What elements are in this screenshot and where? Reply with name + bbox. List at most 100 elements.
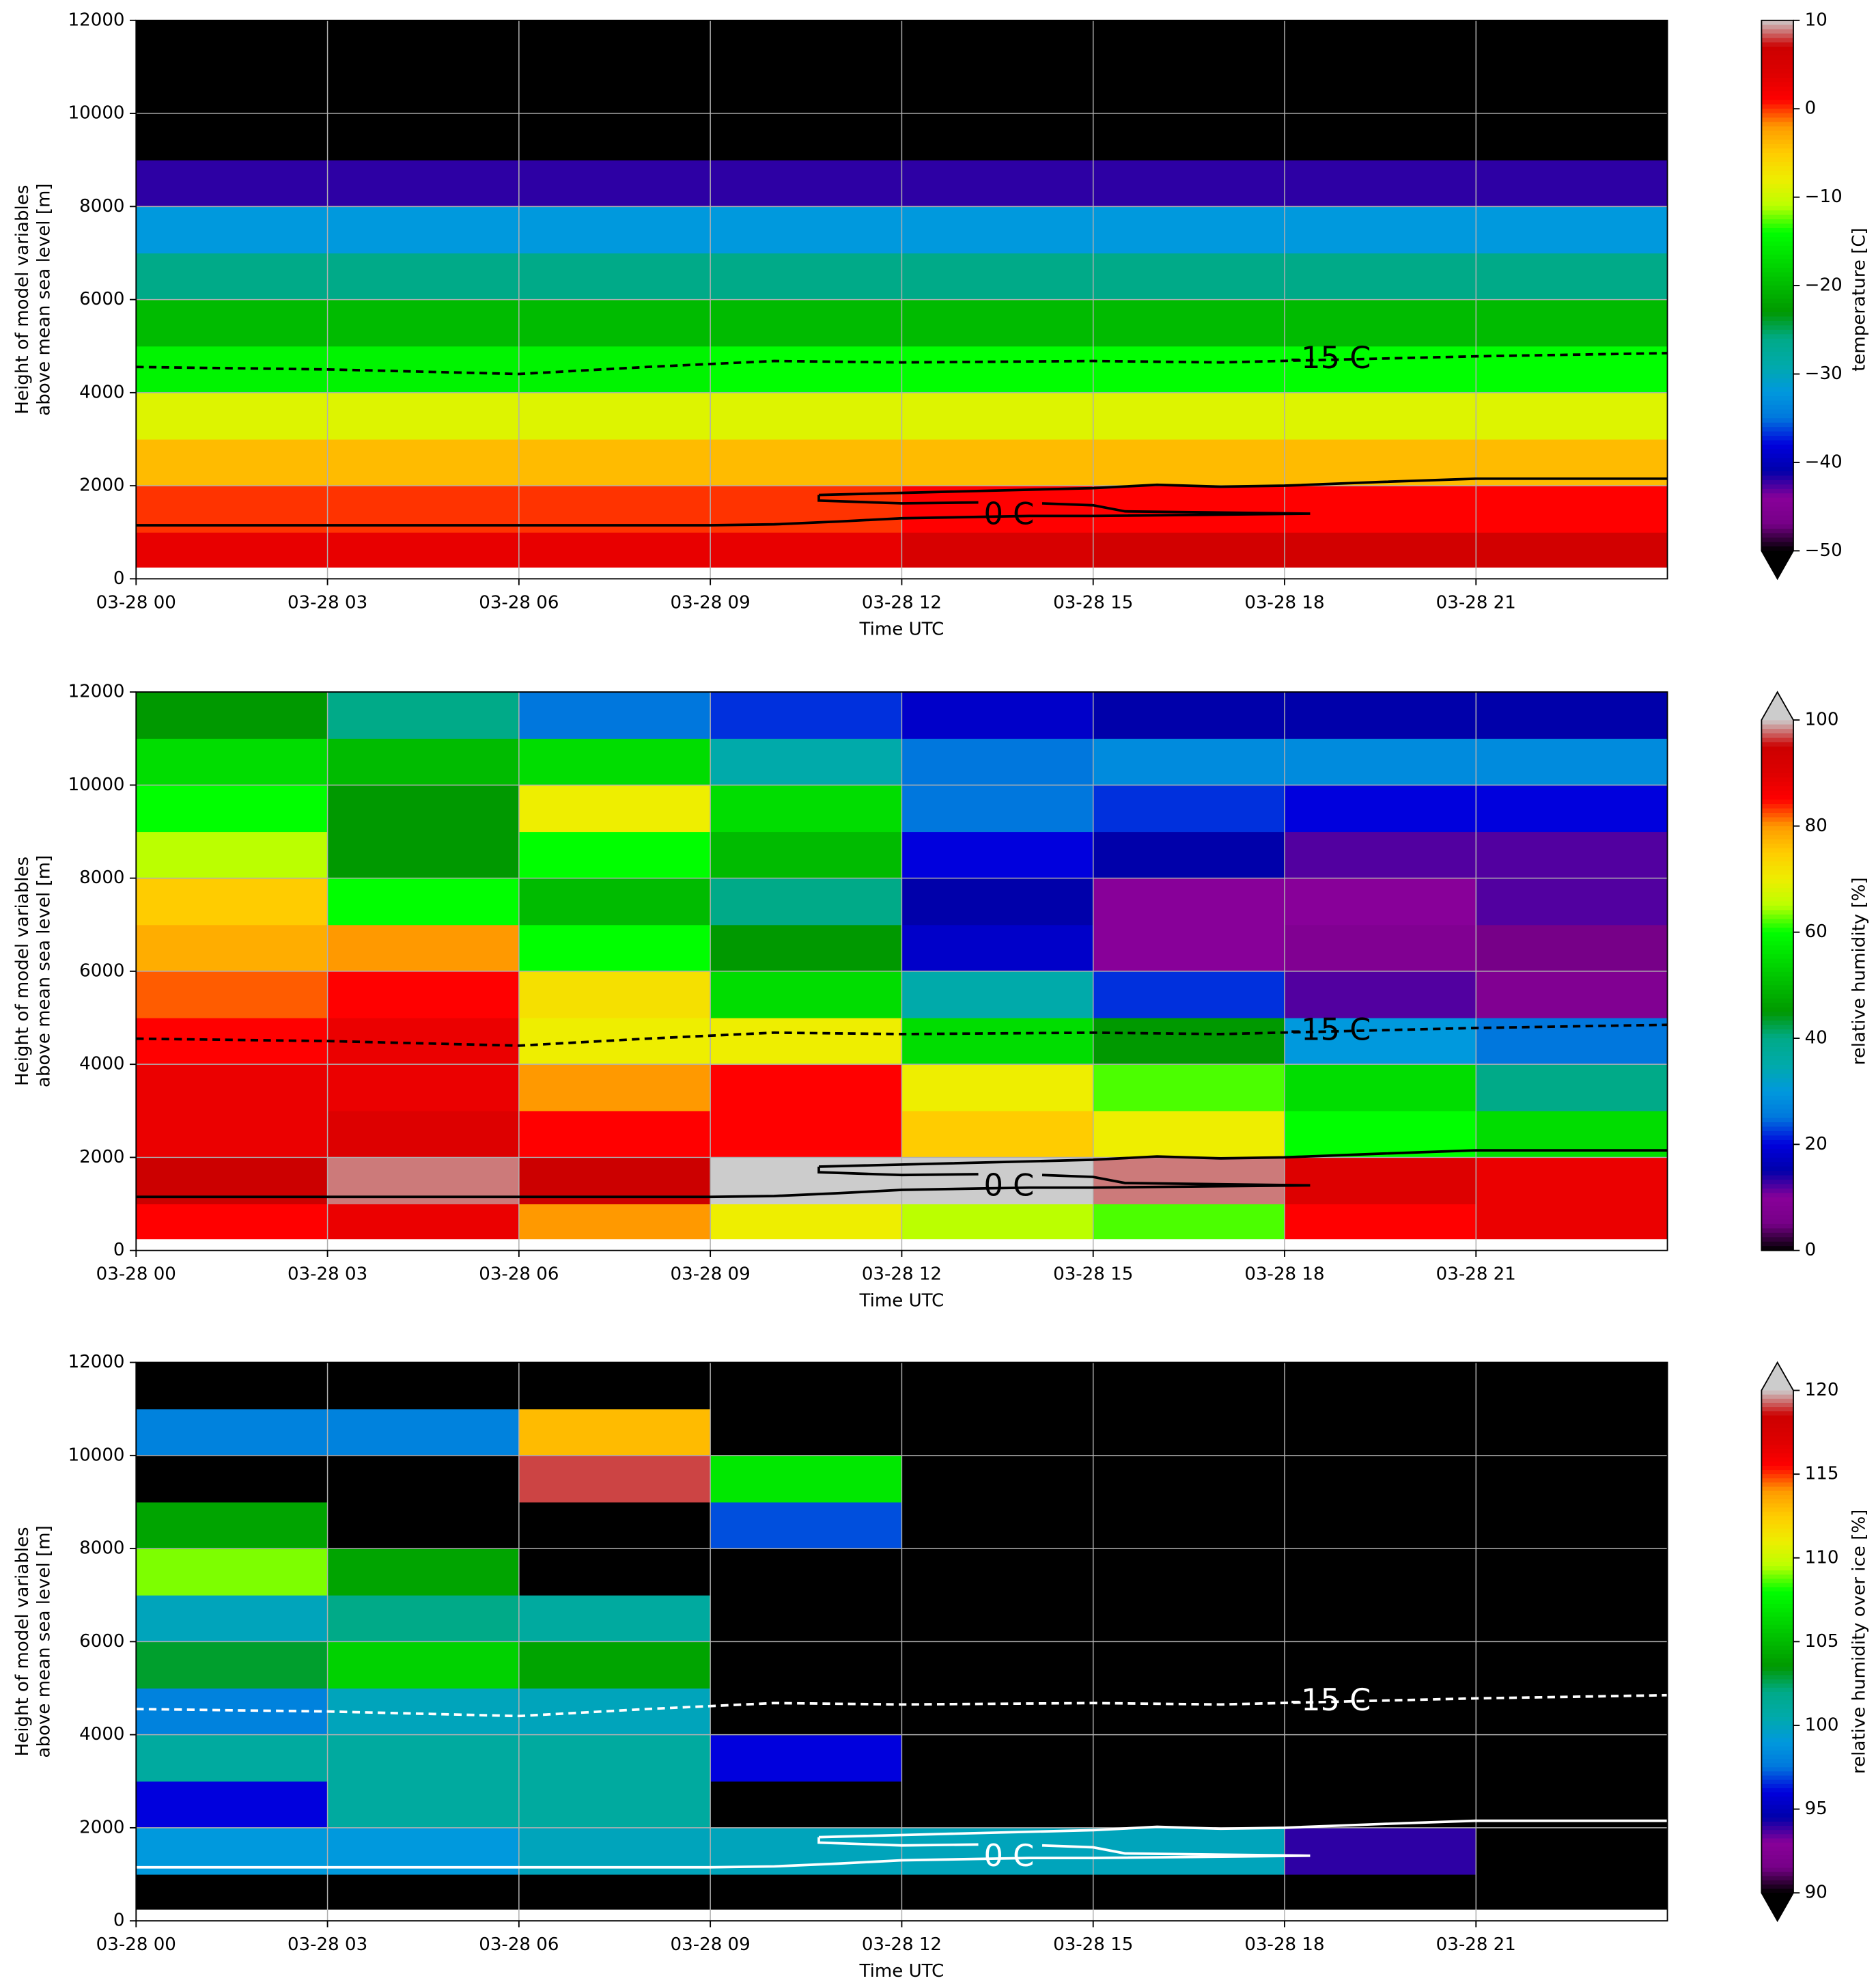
colorbar-swatch [1761,431,1793,436]
colorbar-tick-label: 100 [1805,710,1839,730]
heatmap-cell [136,1018,328,1065]
colorbar-swatch [1761,188,1793,193]
colorbar-swatch [1761,1663,1793,1667]
axes-frame [135,691,1668,1251]
heatmap-cell [901,878,1094,926]
colorbar-swatch [1761,768,1793,774]
colorbar-swatch [1761,821,1793,827]
heatmap-cell [710,160,902,207]
heatmap-cell [518,160,711,207]
colorbar-swatch [1761,480,1793,486]
colorbar-tick-label: 80 [1805,816,1828,836]
colorbar-swatch [1761,320,1793,326]
heatmap-cell [1284,878,1476,926]
heatmap-cell [901,392,1094,440]
colorbar-swatch [1761,352,1793,357]
colorbar-swatch [1761,219,1793,225]
colorbar-swatch [1761,374,1793,379]
heatmap-cell [1093,1781,1285,1829]
colorbar-swatch [1761,100,1793,105]
colorbar-swatch [1761,1633,1793,1638]
heatmap-cell [136,1111,328,1158]
colorbar-swatch [1761,1842,1793,1848]
heatmap-cell [1476,66,1668,114]
heatmap-cell [1476,738,1668,786]
colorbar-swatch [1761,1166,1793,1171]
heatmap-cell [1093,878,1285,926]
heatmap-cell [1093,1734,1285,1782]
colorbar-swatch [1761,773,1793,778]
x-tick-label: 03-28 00 [96,1264,176,1285]
heatmap-cell [327,1204,520,1240]
x-tick-label: 03-28 09 [671,1934,751,1955]
colorbar-swatch [1761,817,1793,822]
colorbar-swatch [1761,506,1793,512]
heatmap-cell [1476,486,1668,533]
colorbar-swatch [1761,1729,1793,1734]
colorbar-swatch [1761,445,1793,450]
colorbar-swatch [1761,1834,1793,1839]
heatmap-cell [710,1688,902,1736]
heatmap-cell [1284,785,1476,833]
colorbar-swatch [1761,338,1793,344]
heatmap-cell [1093,532,1285,568]
heatmap-cell [518,1874,711,1910]
colorbar-swatch [1761,1708,1793,1714]
colorbar-tick-label: −30 [1805,363,1843,384]
heatmap-cell [901,206,1094,254]
heatmap-cell [1093,1204,1285,1240]
colorbar-swatch [1761,1470,1793,1475]
colorbar-swatch [1761,1171,1793,1176]
heatmap-cell [518,1408,711,1456]
heatmap-cell [901,160,1094,207]
colorbar-swatch [1761,422,1793,428]
heatmap-cell [710,1408,902,1456]
colorbar-swatch [1761,1042,1793,1048]
colorbar-swatch [1761,1821,1793,1826]
colorbar-swatch [1761,542,1793,547]
contour-label: -15 C [1290,1012,1371,1047]
heatmap-cell [710,346,902,393]
y-tick-label: 8000 [79,196,124,217]
heatmap-cell [901,1595,1094,1642]
colorbar-swatch [1761,799,1793,805]
heatmap-cell [327,253,520,301]
colorbar-swatch [1761,493,1793,499]
heatmap-cell [1476,1204,1668,1240]
heatmap-cell [327,1408,520,1456]
colorbar-swatch [1761,395,1793,402]
heatmap-cell [1476,692,1668,739]
colorbar-swatch [1761,440,1793,445]
colorbar-swatch [1761,1428,1793,1433]
y-axis-label: above mean sea level [m] [34,1525,55,1757]
heatmap-cell [710,1734,902,1782]
heatmap-cell [136,1548,328,1596]
heatmap-cell [518,1018,711,1065]
colorbar-swatch [1761,1153,1793,1158]
heatmap-cell [518,738,711,786]
colorbar-swatch [1761,830,1793,836]
heatmap-cell [518,831,711,879]
heatmap-cell [1284,206,1476,254]
colorbar-tick-label: 115 [1805,1464,1839,1484]
heatmap-cell [1476,1018,1668,1065]
colorbar-swatch [1761,870,1793,876]
heatmap-cell [518,532,711,568]
heatmap-cell [710,1204,902,1240]
heatmap-cell [518,206,711,254]
heatmap-cell [901,738,1094,786]
colorbar-swatch [1761,383,1793,388]
heatmap-cell [518,346,711,393]
colorbar-swatch [1761,844,1793,849]
contour-line [136,1693,1668,1718]
heatmap-cell [136,206,328,254]
heatmap-cell [901,20,1094,68]
heatmap-cell [1284,738,1476,786]
heatmap-cell [136,878,328,926]
heatmap-cell [901,439,1094,486]
colorbar-swatch [1761,1545,1793,1551]
heatmap-cell [518,1455,711,1503]
heatmap-cell [327,66,520,114]
heatmap-cell [901,532,1094,568]
y-tick-label: 12000 [68,682,125,702]
